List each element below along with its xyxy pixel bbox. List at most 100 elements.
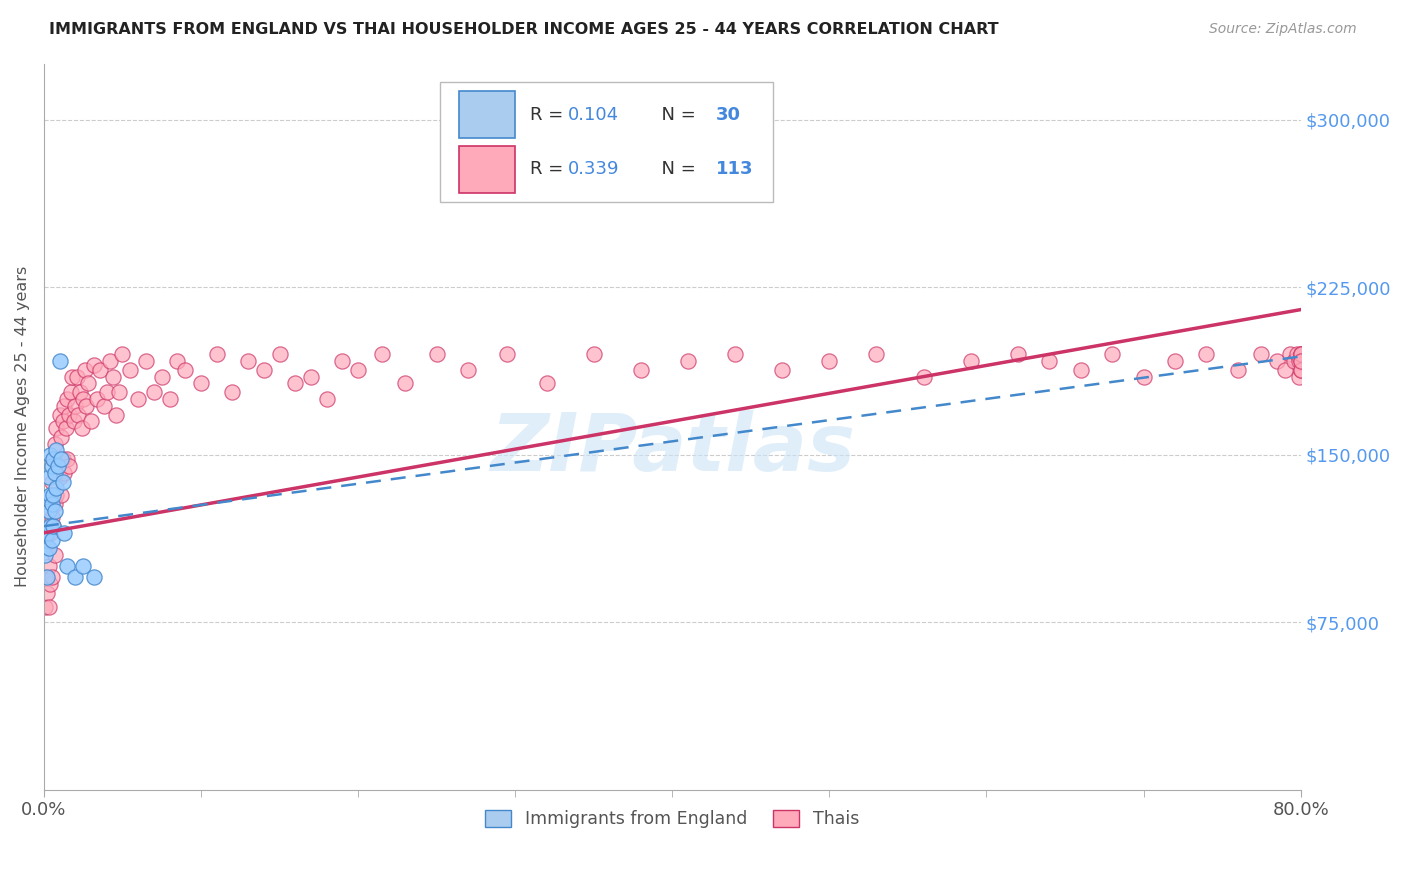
Point: [101, 369, 124, 384]
Point: [39, 448, 62, 462]
Point: [51, 488, 73, 502]
Point: [166, 354, 188, 368]
Point: [1070, 363, 1092, 377]
Point: [56, 392, 79, 406]
Point: [1278, 347, 1301, 361]
Text: Source: ZipAtlas.com: Source: ZipAtlas.com: [1209, 22, 1357, 37]
Point: [39, 519, 62, 533]
Point: [1289, 354, 1312, 368]
Point: [73, 363, 96, 377]
Point: [135, 354, 157, 368]
Point: [48, 408, 70, 422]
Text: ZIPatlas: ZIPatlas: [489, 409, 855, 488]
Point: [35, 492, 58, 507]
Point: [1284, 354, 1306, 368]
Point: [159, 392, 181, 406]
Point: [770, 363, 793, 377]
Point: [105, 408, 128, 422]
Point: [1132, 369, 1154, 384]
Point: [66, 369, 89, 384]
Point: [45, 481, 67, 495]
Point: [59, 385, 82, 400]
Point: [38, 503, 60, 517]
Point: [42, 452, 65, 467]
Point: [42, 519, 65, 533]
Point: [69, 385, 91, 400]
Point: [174, 363, 197, 377]
Point: [34, 599, 56, 614]
Point: [39, 488, 62, 502]
Point: [93, 399, 115, 413]
Point: [56, 452, 79, 467]
Point: [676, 354, 699, 368]
Point: [41, 475, 63, 489]
Text: 30: 30: [716, 106, 741, 124]
Point: [70, 421, 93, 435]
Point: [72, 559, 94, 574]
Point: [959, 354, 981, 368]
Point: [38, 541, 60, 556]
FancyBboxPatch shape: [440, 82, 773, 202]
Text: 0.104: 0.104: [568, 106, 619, 124]
Point: [142, 385, 165, 400]
Text: 113: 113: [716, 161, 754, 178]
Point: [44, 503, 66, 517]
Point: [284, 376, 307, 391]
Point: [536, 376, 558, 391]
Point: [45, 443, 67, 458]
Point: [1289, 347, 1312, 361]
Point: [42, 452, 65, 467]
Point: [80, 414, 103, 428]
Point: [1289, 354, 1312, 368]
Point: [34, 525, 56, 540]
Point: [42, 519, 65, 533]
Point: [269, 347, 291, 361]
Point: [65, 570, 87, 584]
Point: [55, 421, 77, 435]
Point: [1289, 363, 1312, 377]
Point: [45, 421, 67, 435]
Point: [72, 392, 94, 406]
Point: [394, 376, 416, 391]
Point: [41, 458, 63, 473]
Point: [53, 466, 76, 480]
Point: [46, 458, 69, 473]
Point: [818, 354, 841, 368]
Point: [52, 414, 75, 428]
Point: [39, 525, 62, 540]
Point: [1195, 347, 1218, 361]
Point: [630, 363, 652, 377]
Point: [236, 354, 259, 368]
Point: [299, 369, 322, 384]
Point: [38, 470, 60, 484]
Point: [1250, 347, 1272, 361]
Point: [60, 369, 83, 384]
Point: [496, 347, 519, 361]
Point: [41, 570, 63, 584]
Point: [35, 586, 58, 600]
Point: [62, 414, 84, 428]
Point: [120, 363, 142, 377]
Legend: Immigrants from England, Thais: Immigrants from England, Thais: [478, 803, 866, 835]
Point: [83, 570, 105, 584]
Bar: [458, 91, 515, 138]
Point: [41, 510, 63, 524]
Text: R =: R =: [530, 161, 569, 178]
Point: [53, 399, 76, 413]
Point: [39, 577, 62, 591]
Point: [67, 408, 90, 422]
Point: [253, 363, 276, 377]
Point: [53, 525, 76, 540]
Point: [51, 452, 73, 467]
Point: [44, 548, 66, 562]
Point: [35, 515, 58, 529]
Point: [48, 470, 70, 484]
Text: IMMIGRANTS FROM ENGLAND VS THAI HOUSEHOLDER INCOME AGES 25 - 44 YEARS CORRELATIO: IMMIGRANTS FROM ENGLAND VS THAI HOUSEHOL…: [49, 22, 998, 37]
Point: [58, 458, 80, 473]
Point: [52, 475, 75, 489]
Point: [98, 354, 121, 368]
Point: [75, 399, 97, 413]
Point: [1007, 347, 1029, 361]
Point: [1226, 363, 1249, 377]
Point: [58, 408, 80, 422]
